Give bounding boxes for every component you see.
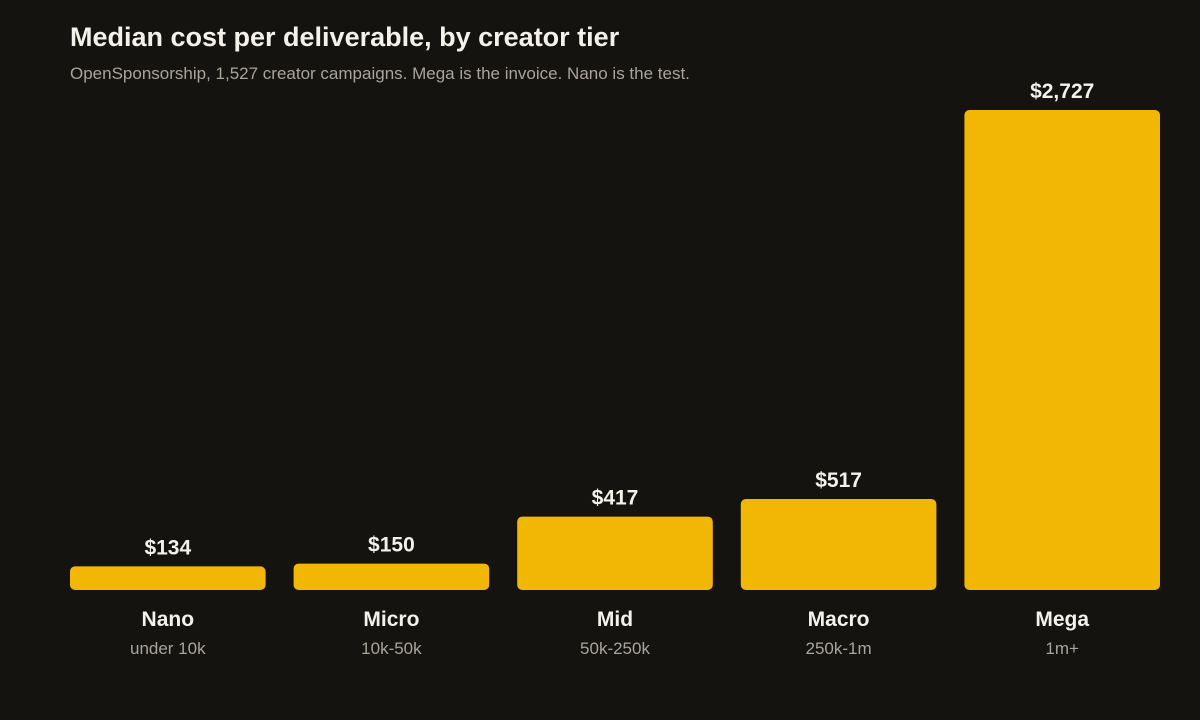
value-label-macro: $517	[815, 469, 862, 492]
bar-macro	[740, 498, 937, 590]
bar-mid	[517, 516, 713, 590]
value-label-mega: $2,727	[1030, 80, 1094, 103]
chart-title: Median cost per deliverable, by creator …	[70, 22, 620, 52]
range-label-micro: 10k-50k	[361, 639, 422, 658]
bars-layer	[70, 110, 1160, 590]
chart-subtitle: OpenSponsorship, 1,527 creator campaigns…	[70, 64, 690, 83]
bar-micro	[293, 563, 490, 590]
bar-mega	[964, 110, 1160, 590]
bar-nano	[70, 566, 266, 590]
value-label-micro: $150	[368, 534, 415, 557]
category-label-micro: Micro	[363, 608, 419, 631]
range-label-nano: under 10k	[130, 639, 206, 658]
range-label-mega: 1m+	[1045, 639, 1079, 658]
category-label-nano: Nano	[142, 608, 195, 631]
labels-layer: $134 Nano under 10k $150 Micro 10k-50k $417 Mid…	[130, 80, 1094, 658]
category-label-mega: Mega	[1035, 608, 1089, 631]
range-label-macro: 250k-1m	[806, 639, 872, 658]
value-label-mid: $417	[592, 487, 639, 510]
category-label-macro: Macro	[808, 608, 870, 631]
value-label-nano: $134	[144, 536, 191, 559]
category-label-mid: Mid	[597, 608, 633, 631]
range-label-mid: 50k-250k	[580, 639, 650, 658]
